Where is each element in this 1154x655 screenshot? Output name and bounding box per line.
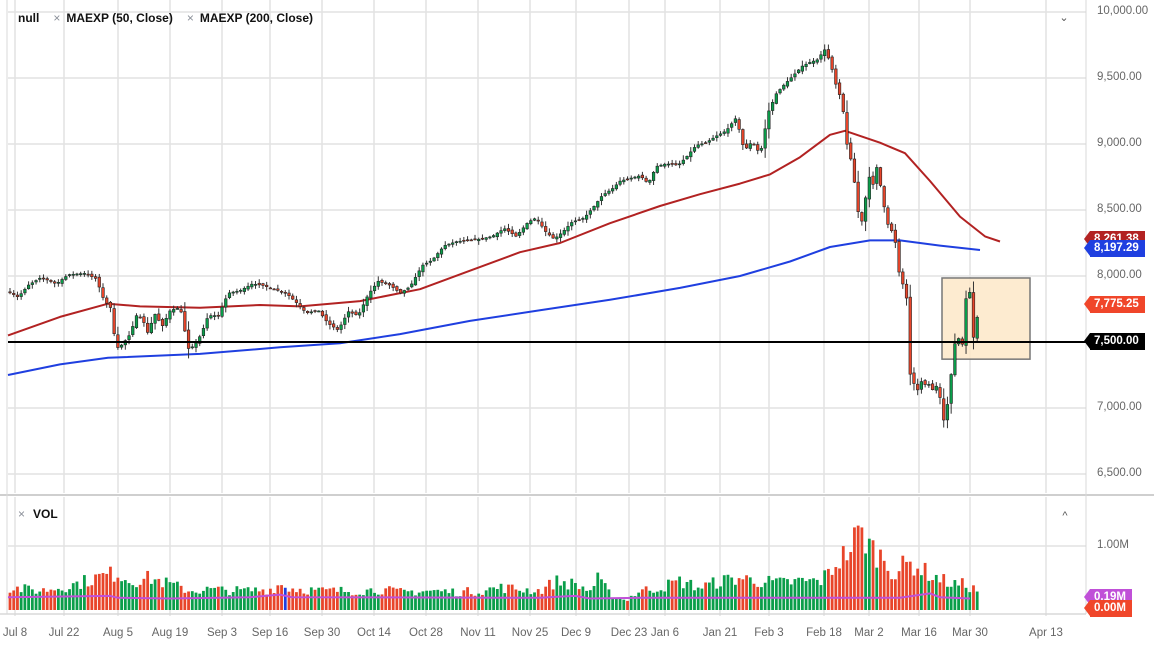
date-tick-label: Nov 25 [511, 627, 549, 639]
last-price-tag: 7,775.25 [1084, 296, 1145, 313]
vol-last-tag: 0.00M [1084, 600, 1132, 617]
candles[interactable] [8, 44, 979, 429]
date-tick-label: Dec 9 [560, 627, 592, 639]
main-pane-legend: null × MAEXP (50, Close) × MAEXP (200, C… [18, 11, 313, 25]
date-tick-label: Jul 8 [2, 627, 28, 639]
horizontal-line-tag: 7,500.00 [1084, 333, 1145, 350]
expand-volume-pane-chevron-up-icon[interactable]: ^ [1062, 510, 1068, 522]
date-tick-label: Nov 11 [460, 627, 496, 639]
price-tick-label: 9,000.00 [1097, 137, 1142, 149]
date-tick-label: Apr 13 [1029, 627, 1063, 639]
volume-label[interactable]: VOL [33, 507, 58, 521]
date-tick-label: Oct 28 [409, 627, 443, 639]
date-tick-label: Aug 5 [102, 627, 134, 639]
date-tick-label: Sep 16 [251, 627, 289, 639]
rectangle-annotation[interactable] [941, 277, 1031, 360]
price-tick-label: 10,000.00 [1097, 5, 1149, 17]
date-tick-label: Mar 30 [952, 627, 988, 639]
date-tick-label: Aug 19 [151, 627, 189, 639]
date-tick-label: Oct 14 [357, 627, 391, 639]
date-tick-label: Mar 16 [901, 627, 937, 639]
remove-volume-icon[interactable]: × [18, 507, 26, 521]
remove-ma200-icon[interactable]: × [186, 11, 194, 25]
ma50-legend-label[interactable]: MAEXP (50, Close) [66, 11, 173, 25]
price-tick-label: 9,500.00 [1097, 71, 1142, 83]
date-tick-label: Jan 6 [650, 627, 680, 639]
date-tick-label: Sep 30 [303, 627, 341, 639]
date-tick-label: Mar 2 [854, 627, 884, 639]
series-name: null [18, 11, 40, 25]
date-tick-label: Feb 3 [754, 627, 784, 639]
remove-ma50-icon[interactable]: × [53, 11, 61, 25]
volume-ma-line[interactable] [7, 592, 971, 600]
volume-pane-legend: × VOL [18, 507, 58, 521]
ma200-tag: 8,197.29 [1084, 240, 1145, 257]
date-tick-label: Jul 22 [48, 627, 80, 639]
price-tick-label: 8,500.00 [1097, 203, 1142, 215]
date-tick-label: Feb 18 [806, 627, 842, 639]
price-tick-label: 8,000.00 [1097, 269, 1142, 281]
date-tick-label: Sep 3 [206, 627, 238, 639]
price-tick-label: 7,000.00 [1097, 401, 1142, 413]
ma200-line[interactable] [7, 239, 981, 376]
date-tick-label: Dec 23 [610, 627, 648, 639]
collapse-main-pane-chevron-down-icon[interactable]: ⌄ [1059, 12, 1069, 24]
ma50-line[interactable] [7, 129, 1001, 337]
date-tick-label: Jan 21 [702, 627, 738, 639]
ma200-legend-label[interactable]: MAEXP (200, Close) [199, 11, 313, 25]
price-tick-label: 6,500.00 [1097, 467, 1142, 479]
volume-tick-label: 1.00M [1097, 539, 1129, 551]
